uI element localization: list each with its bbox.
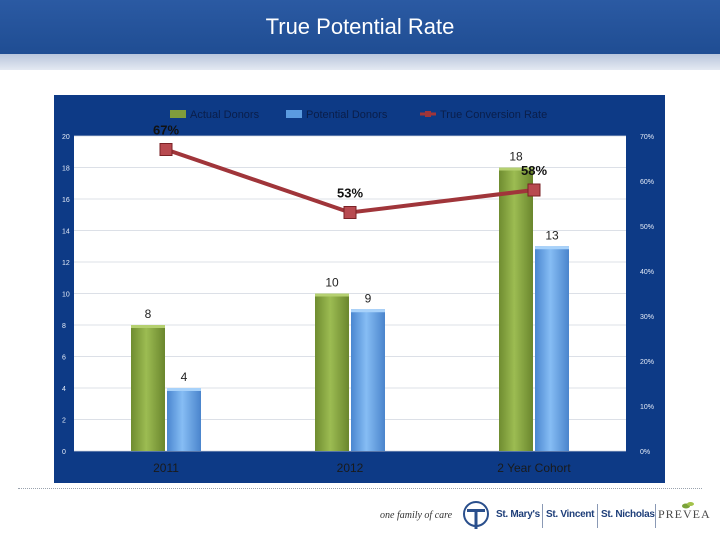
bar-value-label: 8 [145,307,152,321]
legend-label: Actual Donors [190,109,260,121]
bar [167,388,201,451]
bar [351,309,385,451]
legend-marker-swatch [425,111,431,117]
bar-value-label: 13 [545,228,559,242]
bar-value-label: 4 [181,370,188,384]
footer-logos: one family of care St. Mary's St. Vincen… [380,498,710,536]
right-axis-tick-label: 40% [640,269,654,276]
bar-top [535,246,569,250]
conversion-rate-point [527,183,541,197]
brand-st-nicholas: St. Nicholas [601,509,655,520]
brand-separator [655,504,656,528]
left-axis-tick-label: 18 [62,166,70,173]
legend-bar-swatch [286,110,302,118]
bar [315,293,349,451]
left-axis-tick-label: 20 [62,134,70,141]
legend-bar-swatch [170,110,186,118]
bar-top [499,167,533,171]
legend-label: Potential Donors [306,109,388,121]
left-axis-tick-label: 14 [62,229,70,236]
bar [131,325,165,451]
left-axis-tick-label: 16 [62,197,70,204]
footer-divider [18,488,702,489]
bar-value-label: 10 [325,276,339,290]
slide-header: True Potential Rate [0,0,720,54]
right-axis-tick-label: 30% [640,314,654,321]
bar-value-label: 18 [509,150,523,164]
bar-value-label: 9 [365,291,372,305]
right-axis-tick-label: 20% [640,359,654,366]
bar-top [167,388,201,391]
x-axis-category-label: 2012 [337,461,364,475]
leaf-icon [682,502,694,509]
left-axis-tick-label: 0 [62,449,66,456]
header-band [0,54,720,70]
conversion-rate-label: 53% [337,186,363,201]
brand-separator [542,504,543,528]
right-axis-tick-label: 60% [640,179,654,186]
combo-chart: 0 2 4 6 8 10 12 14 16 18 20 0% 10% 20% 30% 40% 50% 60% 70%… [62,109,654,475]
brand-st-marys: St. Mary's [496,509,540,520]
x-axis-category-label: 2011 [153,461,179,475]
left-axis-tick-label: 10 [62,292,70,299]
right-axis-tick-label: 50% [640,224,654,231]
hospital-cross-icon [463,501,489,529]
conversion-rate-label: 67% [153,123,179,138]
legend-label: True Conversion Rate [440,109,547,121]
right-axis-tick-label: 10% [640,404,654,411]
bar [535,246,569,451]
right-axis-tick-label: 0% [640,449,650,456]
left-axis-tick-label: 6 [62,355,66,362]
prevea-logo: PREVEA [658,507,711,521]
conversion-rate-point [343,206,357,219]
conversion-rate-label: 58% [521,163,547,178]
bar [499,167,533,451]
conversion-rate-point [159,143,173,156]
left-axis-tick-label: 12 [62,260,70,267]
x-axis-category-label: 2 Year Cohort [497,461,571,475]
brand-st-vincent: St. Vincent [546,509,595,520]
footer-tagline: one family of care [380,510,453,521]
left-axis-tick-label: 8 [62,323,66,330]
left-axis-tick-label: 4 [62,386,66,393]
bar-top [351,309,385,313]
slide-title: True Potential Rate [265,14,455,39]
bar-top [315,293,349,297]
left-axis-tick-label: 2 [62,418,66,425]
bar-top [131,325,165,328]
brand-separator [597,504,598,528]
right-axis-tick-label: 70% [640,134,654,141]
